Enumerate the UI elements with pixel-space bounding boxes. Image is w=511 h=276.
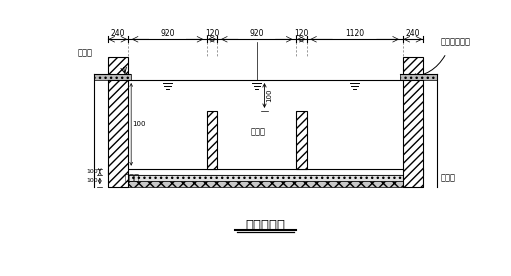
Bar — [296, 111, 307, 169]
Bar — [94, 74, 131, 80]
Bar — [107, 169, 423, 175]
Text: 920: 920 — [160, 29, 175, 38]
Text: 100: 100 — [87, 169, 98, 174]
Text: 120: 120 — [205, 29, 219, 38]
Bar — [107, 175, 423, 181]
Bar — [107, 181, 423, 187]
Text: 100: 100 — [133, 121, 146, 127]
Text: 沉砂剖面图: 沉砂剖面图 — [245, 219, 285, 232]
Text: 排入市政管网: 排入市政管网 — [440, 37, 470, 46]
Bar — [107, 57, 128, 187]
Text: 砂垫层: 砂垫层 — [440, 173, 455, 182]
Bar — [400, 74, 437, 80]
Text: 1120: 1120 — [345, 29, 364, 38]
Bar — [403, 57, 423, 187]
Text: 100: 100 — [266, 89, 272, 102]
Text: 抹灰层: 抹灰层 — [250, 128, 265, 137]
Text: 砼垫层: 砼垫层 — [125, 173, 140, 182]
Text: 240: 240 — [406, 29, 420, 38]
Text: 排水沟: 排水沟 — [77, 49, 92, 58]
Bar — [207, 111, 217, 169]
Text: 920: 920 — [249, 29, 264, 38]
Text: 120: 120 — [294, 29, 309, 38]
Text: 240: 240 — [110, 29, 125, 38]
Text: 100: 100 — [87, 179, 98, 184]
